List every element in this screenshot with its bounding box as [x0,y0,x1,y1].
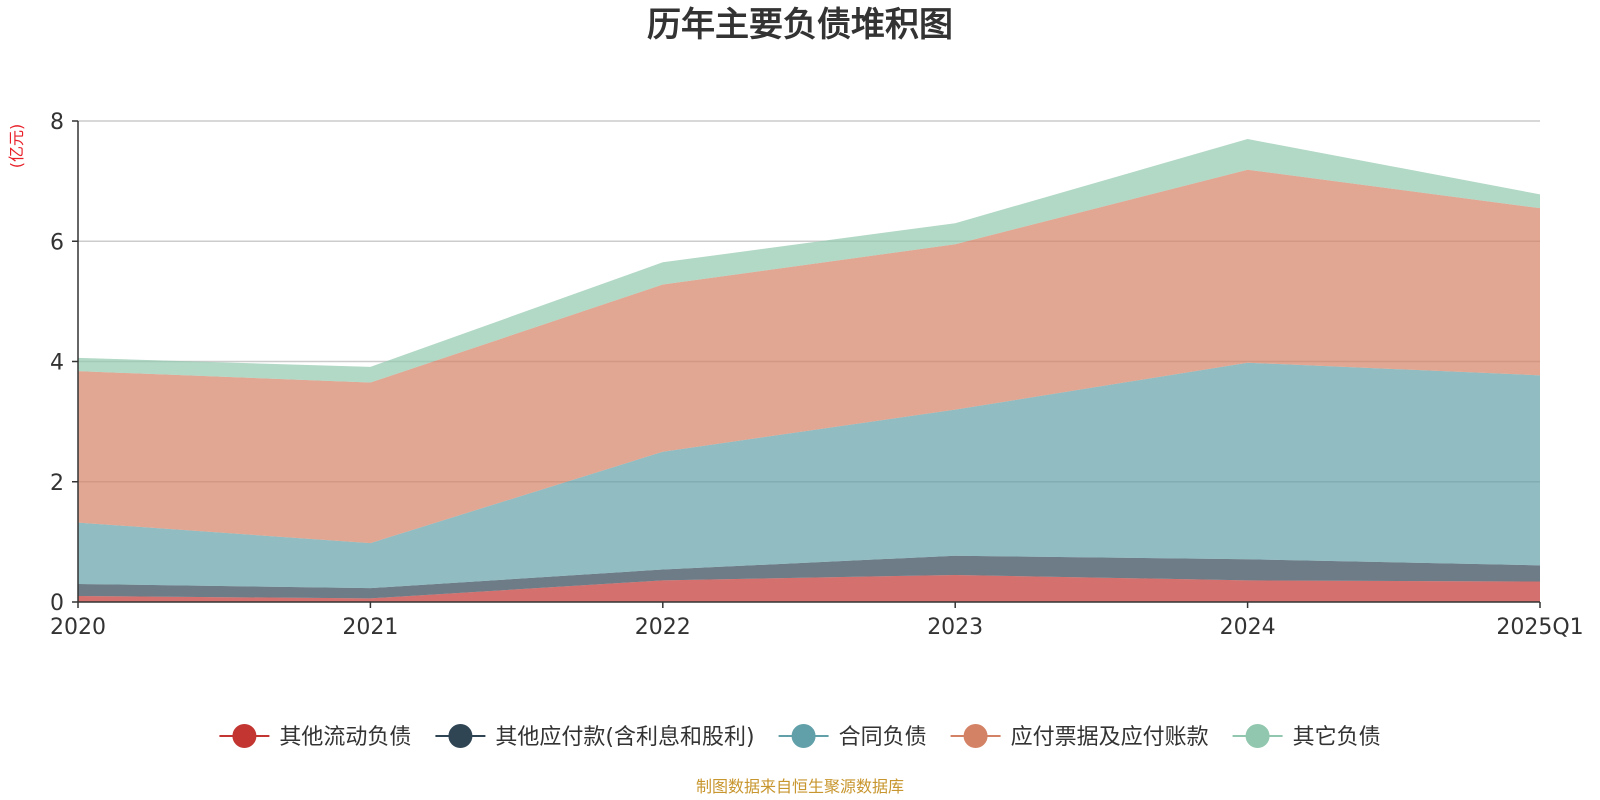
x-tick-label: 2022 [635,615,691,640]
legend-label: 其它负债 [1293,725,1381,750]
legend-item-1[interactable]: 其他应付款(含利息和股利) [435,724,755,750]
x-tick-label: 2025Q1 [1496,615,1583,640]
legend-marker [1245,724,1270,748]
chart-title: 历年主要负债堆积图 [647,5,953,45]
legend: 其他流动负债 其他应付款(含利息和股利) 合同负债 应付票据及应付账款 其它负债 [219,724,1381,750]
y-axis-unit: (亿元) [7,124,26,169]
y-tick-labels: 0 2 4 6 8 [50,110,64,616]
legend-label: 其他应付款(含利息和股利) [495,725,754,750]
x-tick-labels: 2020 2021 2022 2023 2024 2025Q1 [50,615,1584,640]
area-series-4 [78,139,1540,383]
legend-label: 应付票据及应付账款 [1011,725,1209,750]
area-series-0 [78,574,1540,602]
x-tick-label: 2024 [1220,615,1276,640]
legend-marker [791,724,816,748]
axes [72,120,1541,608]
area-series-2 [78,362,1540,589]
y-tick-label: 4 [50,351,64,376]
legend-item-3[interactable]: 应付票据及应付账款 [950,724,1209,750]
area-series-1 [78,555,1540,599]
legend-item-4[interactable]: 其它负债 [1232,724,1381,750]
legend-marker [963,724,988,748]
legend-label: 其他流动负债 [279,725,411,750]
area-series [78,139,1540,602]
x-tick-label: 2023 [927,615,983,640]
legend-item-2[interactable]: 合同负债 [778,724,927,750]
x-tick-label: 2020 [50,615,106,640]
source-note: 制图数据来自恒生聚源数据库 [696,777,904,796]
y-tick-label: 8 [50,110,64,135]
legend-label: 合同负债 [839,725,927,750]
legend-marker [448,724,473,748]
legend-marker [232,724,257,748]
area-series-3 [78,169,1540,544]
y-tick-label: 0 [50,591,64,616]
legend-item-0[interactable]: 其他流动负债 [219,724,411,750]
y-tick-label: 6 [50,230,64,255]
x-tick-label: 2021 [342,615,398,640]
y-tick-label: 2 [50,471,64,496]
